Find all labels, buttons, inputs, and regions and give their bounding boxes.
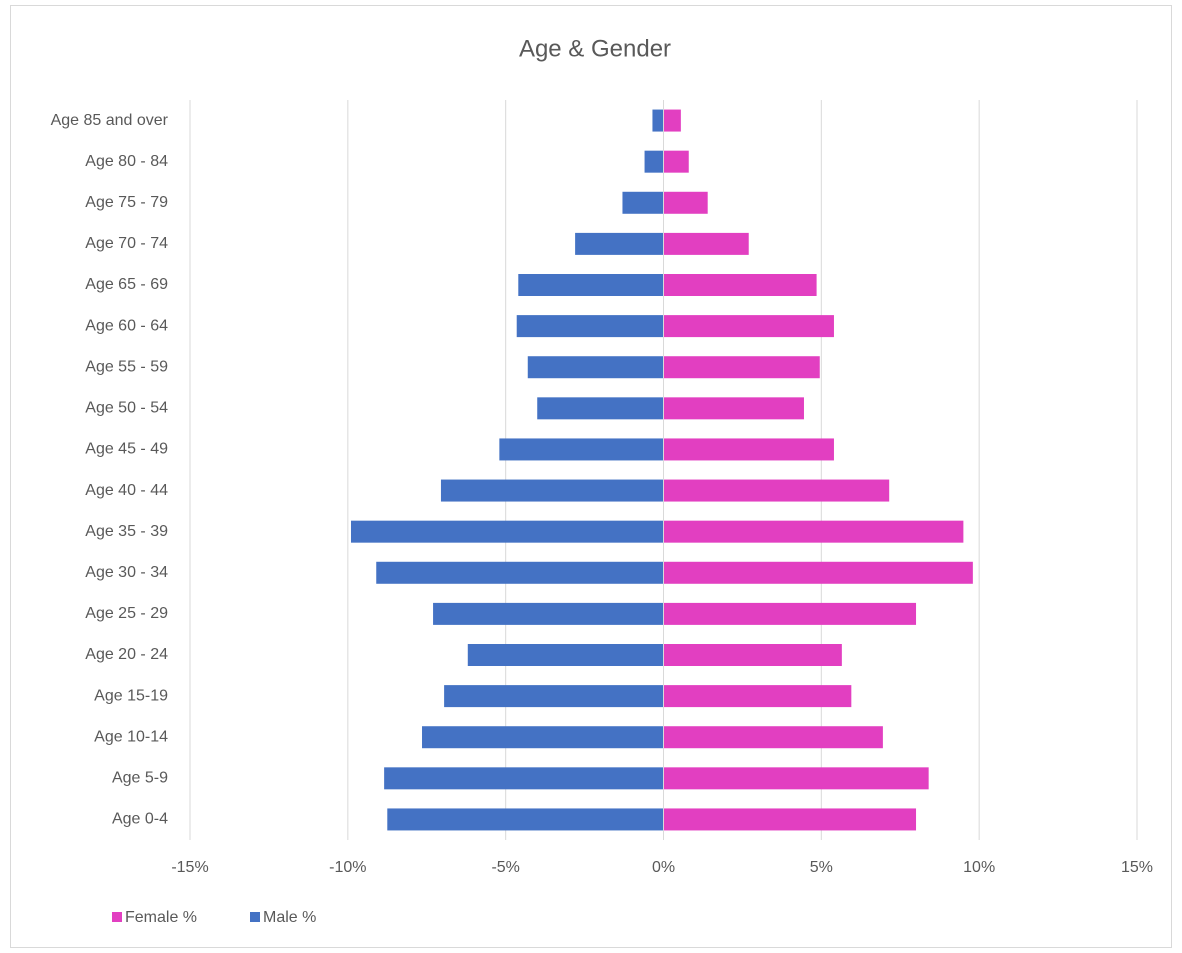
bar — [663, 397, 804, 420]
bar — [537, 397, 664, 420]
bar — [663, 356, 820, 379]
bar — [663, 602, 917, 625]
bar — [663, 520, 964, 543]
bar — [663, 191, 708, 214]
y-tick-label: Age 55 - 59 — [85, 358, 168, 375]
bar — [644, 150, 664, 173]
x-tick-label: 5% — [810, 859, 833, 876]
bar — [663, 644, 842, 666]
y-tick-label: Age 35 - 39 — [85, 523, 168, 540]
legend-label: Female % — [125, 909, 197, 926]
y-tick-label: Age 25 - 29 — [85, 605, 168, 622]
y-tick-label: Age 85 and over — [51, 112, 169, 129]
bar — [433, 602, 664, 625]
bar — [663, 767, 929, 790]
x-tick-label: -10% — [329, 859, 366, 876]
bar — [663, 561, 973, 584]
bar — [663, 479, 890, 502]
y-tick-label: Age 15-19 — [94, 687, 168, 704]
bar — [663, 150, 689, 173]
bar — [376, 561, 664, 584]
x-tick-label: -5% — [491, 859, 519, 876]
bar — [652, 109, 664, 132]
bar — [440, 479, 664, 502]
bar — [663, 685, 852, 708]
bar — [467, 644, 664, 666]
y-tick-label: Age 10-14 — [94, 728, 168, 745]
bar — [663, 726, 883, 749]
y-tick-label: Age 60 - 64 — [85, 317, 168, 334]
y-tick-label: Age 65 - 69 — [85, 276, 168, 293]
x-tick-label: 10% — [963, 859, 995, 876]
bar — [499, 438, 664, 461]
bar — [384, 767, 664, 790]
bar — [387, 808, 664, 831]
bar — [350, 520, 664, 543]
y-tick-label: Age 5-9 — [112, 770, 168, 787]
bar — [516, 315, 664, 338]
bar — [663, 315, 834, 338]
legend-label: Male % — [263, 909, 316, 926]
bar — [622, 191, 664, 214]
bar — [444, 685, 664, 708]
bar — [575, 232, 664, 255]
x-tick-label: 15% — [1121, 859, 1153, 876]
y-tick-label: Age 70 - 74 — [85, 235, 168, 252]
x-tick-label: -15% — [171, 859, 208, 876]
bar — [663, 274, 817, 296]
y-tick-label: Age 45 - 49 — [85, 441, 168, 458]
y-tick-label: Age 30 - 34 — [85, 564, 168, 581]
y-tick-label: Age 0-4 — [112, 811, 168, 828]
bar — [663, 109, 681, 132]
y-tick-label: Age 75 - 79 — [85, 194, 168, 211]
y-tick-label: Age 40 - 44 — [85, 482, 168, 499]
bar — [422, 726, 664, 749]
bar — [663, 808, 917, 831]
bar — [663, 438, 834, 461]
bar — [663, 232, 749, 255]
bar — [527, 356, 664, 379]
legend-swatch — [250, 912, 260, 922]
chart-frame — [10, 5, 1172, 948]
bar — [518, 274, 664, 296]
x-tick-label: 0% — [652, 859, 675, 876]
y-tick-label: Age 20 - 24 — [85, 646, 168, 663]
y-tick-label: Age 50 - 54 — [85, 400, 168, 417]
y-tick-label: Age 80 - 84 — [85, 153, 168, 170]
legend-swatch — [112, 912, 122, 922]
chart-title: Age & Gender — [519, 35, 671, 62]
